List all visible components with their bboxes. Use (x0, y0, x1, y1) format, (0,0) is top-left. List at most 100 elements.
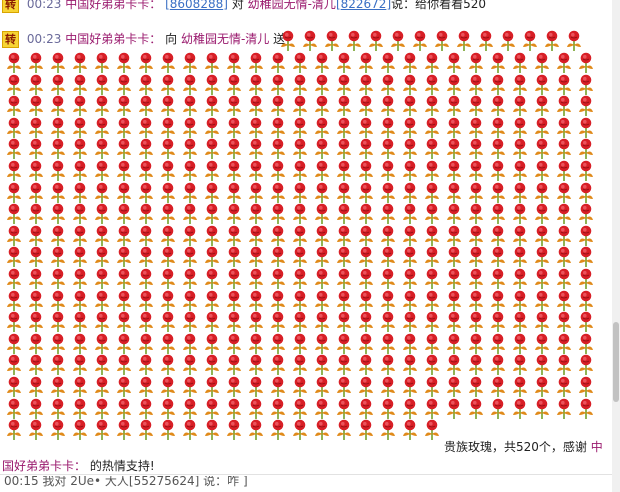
rose-icon (402, 160, 418, 182)
rose-icon (50, 52, 66, 74)
scrollbar-thumb[interactable] (613, 322, 619, 402)
rose-icon (534, 398, 550, 420)
rose-icon (248, 268, 264, 290)
rose-icon (424, 138, 440, 160)
rose-icon (94, 419, 110, 441)
rose-icon (94, 52, 110, 74)
target-name[interactable]: 幼稚园无情-清儿 (247, 0, 336, 11)
rose-icon (28, 95, 44, 117)
rose-icon (292, 117, 308, 139)
partial-message-text: 00:15 我对 2Ue• 大人[55275624] 说：咋 ] (4, 476, 248, 488)
partial-message: 00:15 我对 2Ue• 大人[55275624] 说：咋 ] (0, 476, 612, 492)
sender-name[interactable]: 中国好弟弟卡卡： (65, 0, 162, 11)
rose-icon (116, 160, 132, 182)
rose-icon (248, 52, 264, 74)
rose-icon (138, 354, 154, 376)
rose-icon (248, 160, 264, 182)
thanks-user-start[interactable]: 中 (590, 440, 603, 454)
rose-icon (6, 138, 22, 160)
rose-icon (248, 74, 264, 96)
rose-icon (182, 398, 198, 420)
rose-icon (6, 290, 22, 312)
rose-icon (292, 354, 308, 376)
sender-id-link[interactable]: 8608288 (169, 0, 224, 11)
rose-icon (50, 225, 66, 247)
rose-icon (468, 182, 484, 204)
rose-icon (226, 311, 242, 333)
rose-icon (500, 30, 516, 52)
rose-icon (512, 160, 528, 182)
rose-icon (424, 95, 440, 117)
rose-icon (424, 74, 440, 96)
rose-icon (578, 74, 594, 96)
rose-icon (6, 52, 22, 74)
rose-icon (314, 419, 330, 441)
rose-icon (182, 182, 198, 204)
rose-icon (138, 225, 154, 247)
target-id-link[interactable]: 822672 (340, 0, 387, 11)
rose-icon (160, 311, 176, 333)
rose-icon (182, 52, 198, 74)
rose-icon (336, 333, 352, 355)
target-name[interactable]: 幼稚园无情-清儿 (180, 32, 270, 46)
rose-icon (270, 225, 286, 247)
rose-icon (446, 182, 462, 204)
rose-icon (204, 182, 220, 204)
rose-icon (380, 290, 396, 312)
chat-scrollbar[interactable] (612, 0, 620, 492)
rose-icon (434, 30, 450, 52)
rose-icon (556, 225, 572, 247)
rose-icon (380, 160, 396, 182)
rose-icon (28, 419, 44, 441)
rose-icon (446, 354, 462, 376)
action-text: 送 (273, 32, 286, 46)
rose-icon (578, 225, 594, 247)
rose-icon (380, 246, 396, 268)
rose-icon (116, 52, 132, 74)
rose-icon (512, 138, 528, 160)
rose-icon (72, 203, 88, 225)
rose-icon (94, 95, 110, 117)
sender-name[interactable]: 中国好弟弟卡卡： (65, 32, 162, 46)
rose-icon (248, 225, 264, 247)
rose-icon (424, 246, 440, 268)
rose-icon (424, 376, 440, 398)
rose-icon (446, 398, 462, 420)
rose-icon (204, 138, 220, 160)
verb-text: 对 (231, 0, 244, 11)
rose-icon (226, 95, 242, 117)
rose-icon (402, 311, 418, 333)
rose-icon (534, 138, 550, 160)
rose-icon (94, 398, 110, 420)
rose-icon (446, 95, 462, 117)
rose-icon (28, 74, 44, 96)
rose-icon (138, 268, 154, 290)
rose-icon (402, 138, 418, 160)
rose-icon (248, 376, 264, 398)
rose-icon (292, 182, 308, 204)
rose-icon (226, 160, 242, 182)
rose-icon (270, 117, 286, 139)
rose-icon (358, 419, 374, 441)
rose-icon (424, 52, 440, 74)
rose-icon (468, 138, 484, 160)
rose-icon (512, 311, 528, 333)
thanks-user-rest[interactable]: 国好弟弟卡卡： (2, 459, 87, 473)
rose-icon (556, 95, 572, 117)
rose-icon (446, 52, 462, 74)
rose-icon (160, 268, 176, 290)
rose-icon (358, 160, 374, 182)
rose-icon (468, 203, 484, 225)
rose-icon (138, 246, 154, 268)
rose-icon (578, 95, 594, 117)
rose-icon (358, 246, 374, 268)
rose-icon (94, 225, 110, 247)
rose-icon (270, 333, 286, 355)
rose-icon (380, 398, 396, 420)
rose-icon (424, 182, 440, 204)
rose-icon (116, 74, 132, 96)
id-bracket-close: ] (223, 0, 228, 11)
divider (0, 474, 612, 475)
rose-icon (490, 95, 506, 117)
